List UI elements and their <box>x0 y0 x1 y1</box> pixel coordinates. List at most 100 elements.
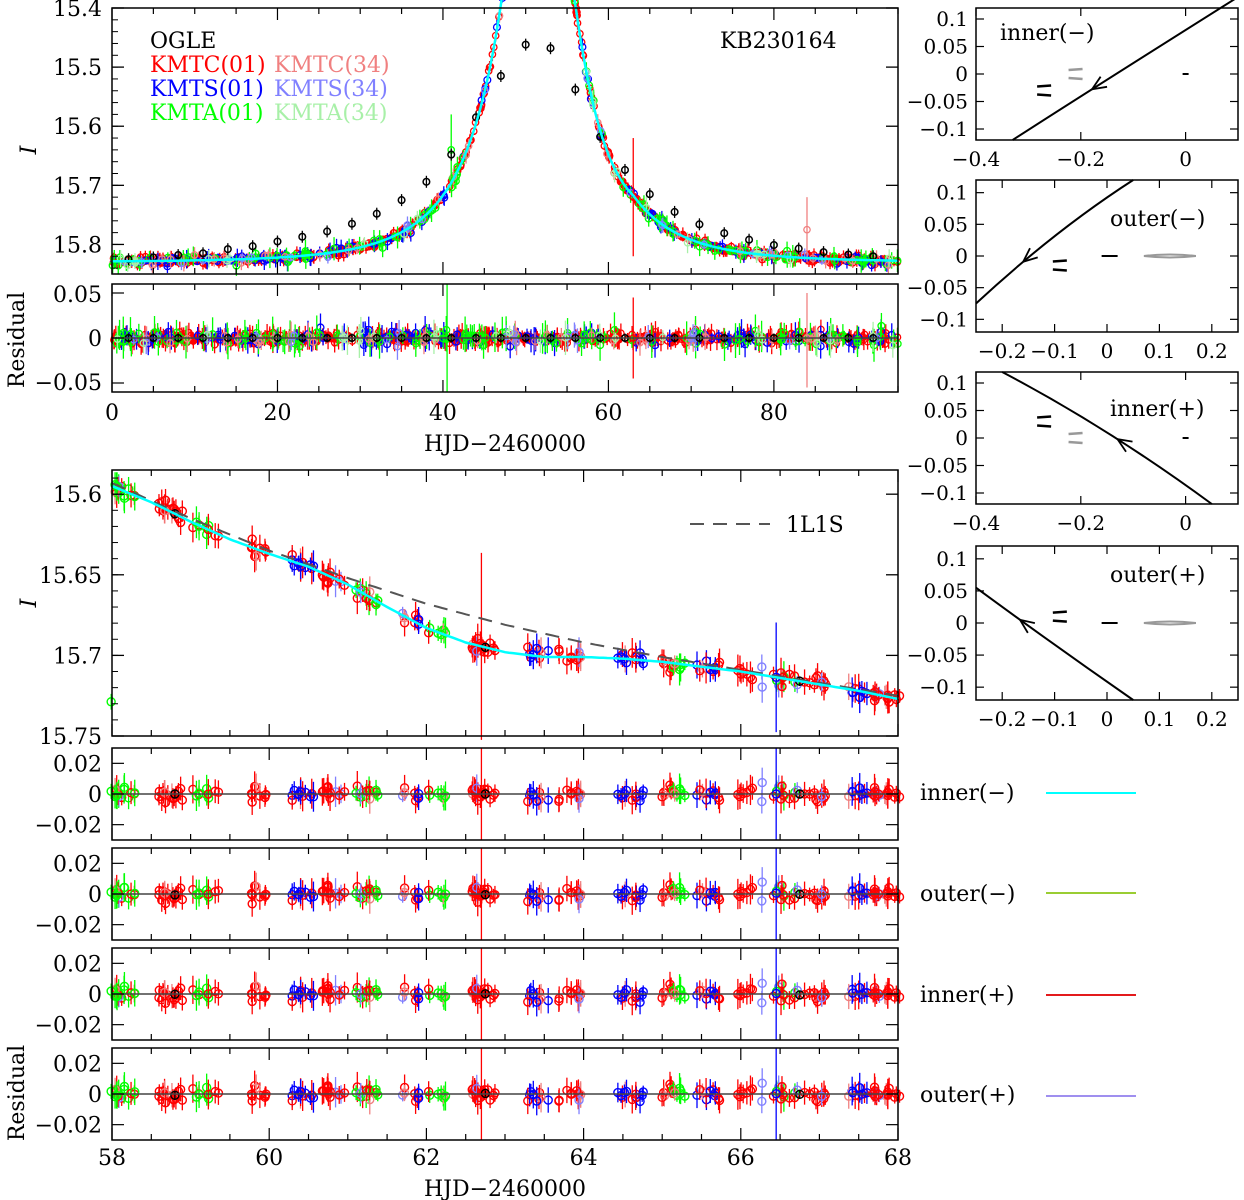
tres-point <box>166 338 174 347</box>
zoom-panel-frame <box>111 469 899 737</box>
zoom-residual-panel-1: 0.020−0.02 <box>35 847 905 941</box>
tres-ytick-2: −0.05 <box>35 371 102 396</box>
zres-point <box>478 787 489 797</box>
tres-xtick-label-1: 20 <box>263 401 291 426</box>
top-point <box>131 258 140 267</box>
zres-point <box>490 788 500 798</box>
tres-xtick-label-2: 40 <box>429 401 457 426</box>
zoom-yaxis: 15.6 15.65 15.7 15.75 <box>39 477 898 750</box>
tres-point <box>768 335 776 344</box>
zres-point <box>532 796 542 806</box>
zres-point <box>778 790 788 800</box>
zoom-point <box>757 662 767 672</box>
zoom-point <box>777 681 787 692</box>
legend-ogle: OGLE <box>150 29 216 54</box>
zres-point <box>130 788 140 798</box>
tres-point <box>505 328 514 337</box>
zres-point <box>571 786 582 796</box>
top-ytick-label-3: 15.7 <box>53 174 102 199</box>
top-residual-panel: 0.05 0 −0.05 Residual 0 20 40 60 80 HJD−2460… <box>5 283 902 457</box>
zoom-panel: 15.6 15.65 15.7 15.75 I 1L1S <box>17 469 905 750</box>
tres-point <box>287 338 296 347</box>
top-point <box>166 255 175 264</box>
top-model-curve <box>111 0 899 263</box>
pspl-dashed-curve <box>111 481 899 697</box>
zres-point <box>160 898 171 909</box>
tres-point <box>233 335 242 343</box>
zres-point <box>855 783 865 793</box>
zoom-point <box>119 493 130 503</box>
zoom-point <box>554 644 564 655</box>
zres-point <box>110 892 120 902</box>
zres-point <box>119 782 130 793</box>
top-point <box>190 251 199 259</box>
zres-point <box>523 796 533 807</box>
zres-point <box>659 790 670 801</box>
zres-point <box>334 790 344 801</box>
zres-point <box>160 787 170 797</box>
legend-kmta01: KMTA(01) <box>150 101 263 126</box>
zoom-model-curve <box>111 484 899 701</box>
zoom-residual-panel-0: 0.02 0 −0.02 <box>35 747 905 841</box>
top-point <box>867 261 876 270</box>
zres-point <box>680 790 690 801</box>
tres-point <box>357 326 365 335</box>
top-xaxis-ticks <box>111 8 899 274</box>
zoom-ytick-label-2: 15.7 <box>53 644 102 669</box>
tres-point <box>735 334 744 344</box>
top-ytick-label-1: 15.5 <box>53 56 102 81</box>
zres-point <box>160 797 171 808</box>
zres-point <box>373 790 383 800</box>
zres-point <box>119 882 130 893</box>
ogle-point <box>372 209 381 218</box>
ogle-point <box>347 219 356 228</box>
tres-point <box>636 338 644 347</box>
ogle-point <box>720 229 729 238</box>
tres-point <box>387 327 396 336</box>
zres-point <box>175 883 186 893</box>
zres-point <box>747 783 758 793</box>
zres-point <box>777 781 787 791</box>
zres-point <box>399 788 410 798</box>
tres-point <box>412 336 421 345</box>
zres-point <box>554 796 564 806</box>
zres-point <box>848 787 858 797</box>
zres-point <box>110 791 120 802</box>
ogle-point <box>397 196 406 205</box>
tres-point <box>194 333 203 341</box>
zoom-point <box>534 645 544 655</box>
top-panel: 15.4 15.5 15.6 15.7 15.8 I KB230164 OGLE KMT… <box>17 0 902 276</box>
ogle-point <box>496 71 505 81</box>
tres-point <box>644 332 653 341</box>
ogle-point <box>248 242 257 251</box>
zoom-point <box>110 480 120 490</box>
zoom-ylabel: I <box>17 597 42 608</box>
tres-point <box>511 338 520 347</box>
top-point <box>830 256 839 265</box>
zres-point <box>705 787 715 798</box>
tres-point <box>479 340 488 350</box>
top-point <box>272 251 282 260</box>
zres-point <box>657 792 667 802</box>
tres-xtick-label-0: 0 <box>105 401 119 426</box>
tres-point <box>382 335 391 344</box>
tres-ytick-1: 0 <box>88 327 102 352</box>
tres-point <box>172 328 181 337</box>
ogle-point <box>645 190 654 199</box>
tres-xlabel: HJD−2460000 <box>424 432 586 457</box>
tres-ytick-0: 0.05 <box>53 283 102 308</box>
tres-xtick-label-3: 60 <box>594 401 622 426</box>
tres-point <box>807 335 816 343</box>
ogle-point <box>298 232 307 241</box>
ogle-point <box>198 249 208 258</box>
tres-point <box>492 331 501 340</box>
tres-point <box>309 338 318 346</box>
ogle-point <box>323 227 332 236</box>
zres-point <box>870 791 880 801</box>
zres-point <box>757 796 767 807</box>
tres-ylabel: Residual <box>5 292 30 388</box>
tres-point <box>129 335 138 344</box>
ogle-point <box>769 240 778 250</box>
zres-point <box>154 890 164 900</box>
